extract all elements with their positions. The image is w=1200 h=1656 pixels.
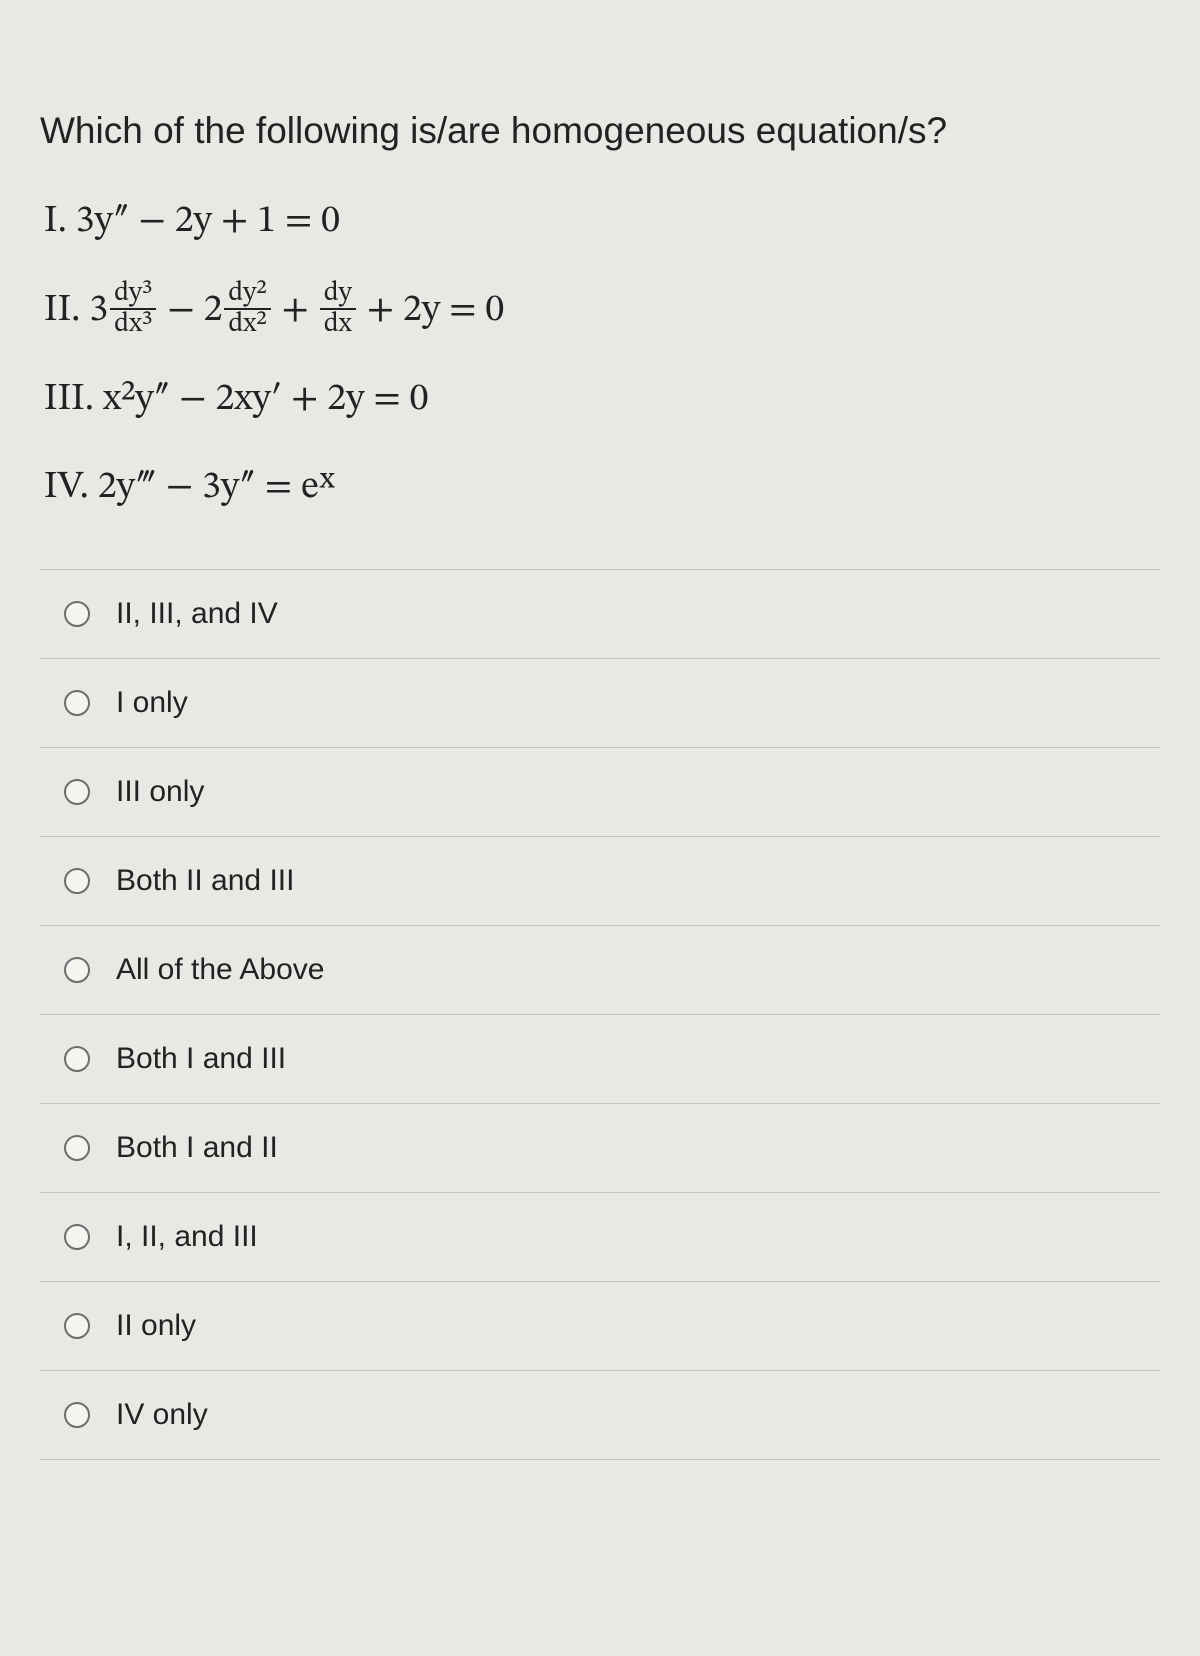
radio-icon bbox=[64, 1402, 90, 1428]
radio-icon bbox=[64, 1135, 90, 1161]
eq-ii-den1: dx³ bbox=[110, 308, 156, 339]
option-label: I only bbox=[116, 686, 188, 720]
eq-ii-mid1: − 2 bbox=[158, 292, 222, 330]
eq-ii-den2: dx² bbox=[224, 308, 270, 339]
option-1[interactable]: I only bbox=[40, 659, 1160, 748]
option-6[interactable]: Both I and II bbox=[40, 1104, 1160, 1193]
equation-i: I. 3y″ − 2y + 1 = 0 bbox=[44, 192, 1160, 253]
radio-icon bbox=[64, 957, 90, 983]
eq-ii-num3: dy bbox=[320, 279, 356, 308]
eq-ii-num1: dy³ bbox=[110, 279, 156, 308]
option-label: II, III, and IV bbox=[116, 597, 278, 631]
option-label: Both I and III bbox=[116, 1042, 286, 1076]
radio-icon bbox=[64, 1224, 90, 1250]
radio-icon bbox=[64, 779, 90, 805]
radio-icon bbox=[64, 690, 90, 716]
option-4[interactable]: All of the Above bbox=[40, 926, 1160, 1015]
option-label: Both II and III bbox=[116, 864, 294, 898]
option-label: All of the Above bbox=[116, 953, 324, 987]
radio-icon bbox=[64, 1313, 90, 1339]
option-label: II only bbox=[116, 1309, 196, 1343]
option-7[interactable]: I, II, and III bbox=[40, 1193, 1160, 1282]
option-3[interactable]: Both II and III bbox=[40, 837, 1160, 926]
option-label: Both I and II bbox=[116, 1131, 278, 1165]
radio-icon bbox=[64, 601, 90, 627]
eq-ii-frac3: dydx bbox=[320, 279, 356, 338]
option-label: IV only bbox=[116, 1398, 208, 1432]
equation-iv: IV. 2y‴ − 3y″ = eˣ bbox=[44, 458, 1160, 519]
options-list: II, III, and IV I only III only Both II … bbox=[40, 569, 1160, 1460]
option-label: I, II, and III bbox=[116, 1220, 258, 1254]
eq-ii-num2: dy² bbox=[224, 279, 270, 308]
eq-ii-den3: dx bbox=[320, 308, 356, 339]
eq-ii-prefix: II. 3 bbox=[44, 292, 108, 330]
equation-iii: III. x²y″ − 2xy′ + 2y = 0 bbox=[44, 370, 1160, 431]
option-5[interactable]: Both I and III bbox=[40, 1015, 1160, 1104]
option-8[interactable]: II only bbox=[40, 1282, 1160, 1371]
option-9[interactable]: IV only bbox=[40, 1371, 1160, 1460]
radio-icon bbox=[64, 1046, 90, 1072]
question-text: Which of the following is/are homogeneou… bbox=[40, 110, 1160, 152]
eq-ii-suffix: + 2y = 0 bbox=[358, 292, 504, 330]
eq-ii-frac1: dy³dx³ bbox=[110, 279, 156, 338]
equation-ii: II. 3dy³dx³ − 2dy²dx² + dydx + 2y = 0 bbox=[44, 281, 1160, 342]
eq-ii-frac2: dy²dx² bbox=[224, 279, 270, 338]
option-label: III only bbox=[116, 775, 204, 809]
equations-block: I. 3y″ − 2y + 1 = 0 II. 3dy³dx³ − 2dy²dx… bbox=[44, 192, 1160, 519]
option-0[interactable]: II, III, and IV bbox=[40, 570, 1160, 659]
option-2[interactable]: III only bbox=[40, 748, 1160, 837]
radio-icon bbox=[64, 868, 90, 894]
eq-ii-mid2: + bbox=[273, 292, 318, 330]
